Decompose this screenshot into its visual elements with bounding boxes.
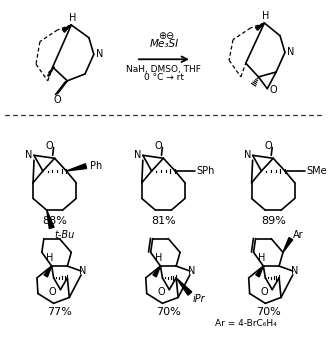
Text: N: N [79, 266, 87, 276]
Text: NaH, DMSO, THF: NaH, DMSO, THF [126, 64, 201, 73]
Text: 89%: 89% [261, 216, 286, 226]
Text: H: H [262, 11, 269, 21]
Text: H: H [155, 253, 162, 263]
Polygon shape [256, 266, 263, 277]
Text: N: N [25, 150, 33, 160]
Text: N: N [96, 49, 103, 59]
Text: O: O [46, 141, 54, 151]
Polygon shape [176, 278, 192, 295]
Text: O: O [260, 286, 268, 297]
Text: N: N [244, 150, 251, 160]
Text: iPr: iPr [193, 294, 206, 305]
Text: Ar = 4-BrC₆H₄: Ar = 4-BrC₆H₄ [215, 319, 277, 328]
Text: N: N [287, 47, 295, 57]
Polygon shape [256, 23, 264, 30]
Text: O: O [264, 141, 272, 151]
Text: Ph: Ph [90, 161, 102, 171]
Text: Me₃SI: Me₃SI [149, 38, 178, 49]
Polygon shape [283, 238, 293, 252]
Text: N: N [134, 150, 142, 160]
Text: N: N [291, 266, 299, 276]
Text: SPh: SPh [197, 166, 215, 176]
Text: O: O [54, 95, 61, 105]
Text: SMe: SMe [307, 166, 327, 176]
Text: H: H [69, 13, 76, 23]
Text: 77%: 77% [47, 307, 72, 317]
Text: H: H [258, 253, 265, 263]
Text: O: O [49, 286, 57, 297]
Text: 88%: 88% [42, 216, 67, 226]
Text: t-Bu: t-Bu [55, 230, 75, 240]
Text: O: O [158, 286, 165, 297]
Text: O: O [155, 141, 162, 151]
Text: N: N [188, 266, 196, 276]
Polygon shape [47, 210, 54, 228]
Text: 70%: 70% [256, 307, 281, 317]
Polygon shape [67, 164, 87, 171]
Text: Ar: Ar [293, 230, 304, 240]
Polygon shape [153, 266, 161, 277]
Text: ⊕⊖: ⊕⊖ [158, 31, 174, 41]
Polygon shape [62, 25, 71, 32]
Text: 0 °C → rt: 0 °C → rt [144, 73, 184, 82]
Text: H: H [46, 253, 53, 263]
Text: 81%: 81% [151, 216, 176, 226]
Polygon shape [44, 266, 52, 277]
Text: 70%: 70% [156, 307, 181, 317]
Text: O: O [269, 85, 277, 95]
